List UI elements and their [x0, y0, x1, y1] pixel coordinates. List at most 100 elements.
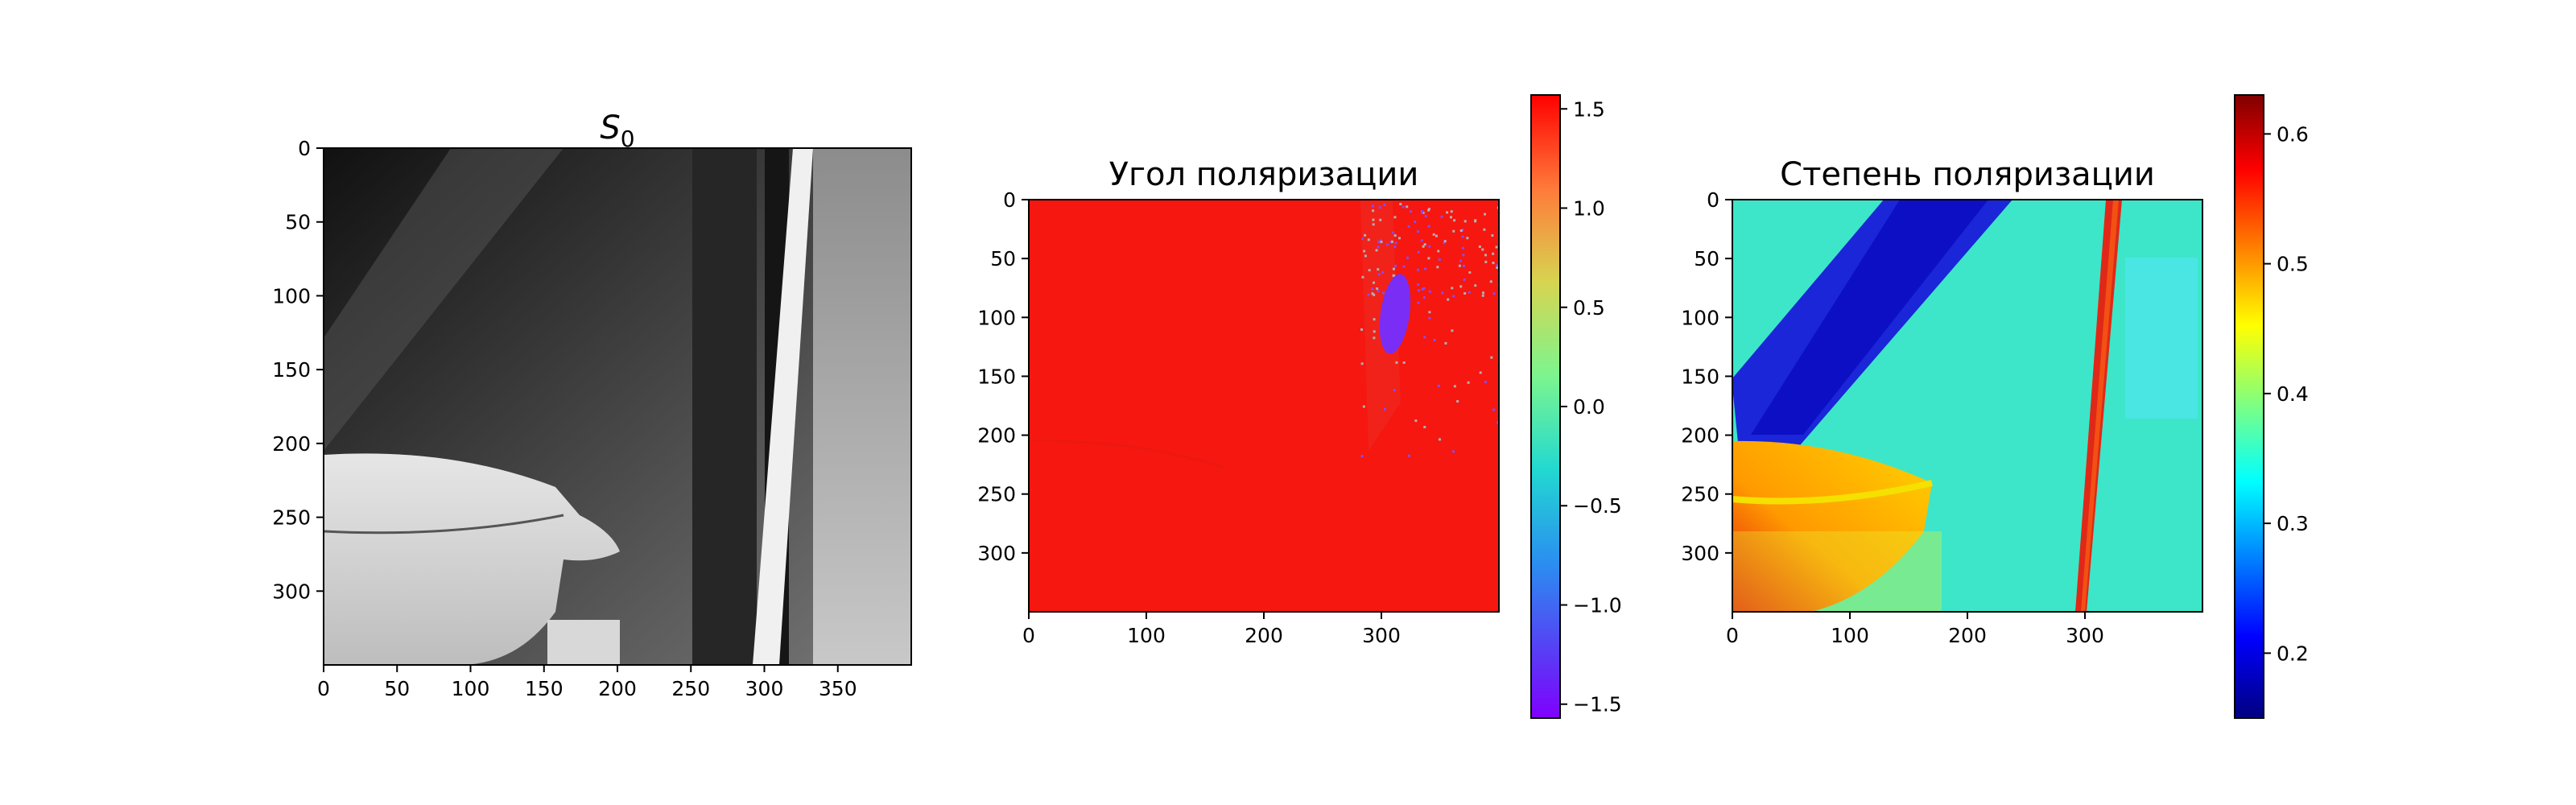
noise-dot	[1484, 213, 1487, 216]
noise-dot	[1424, 267, 1427, 270]
noise-dot	[1394, 264, 1397, 267]
noise-dot	[1437, 250, 1440, 253]
noise-dot	[1427, 257, 1430, 260]
x-tick-label: 300	[2066, 624, 2104, 647]
noise-dot	[1449, 216, 1452, 219]
noise-dot	[1406, 205, 1409, 208]
noise-dot	[1478, 245, 1481, 248]
noise-dot	[1361, 237, 1364, 241]
noise-dot	[1462, 246, 1465, 250]
x-tick-label: 100	[452, 677, 490, 700]
noise-dot	[1380, 239, 1383, 242]
noise-dot	[1459, 259, 1463, 262]
noise-dot	[1453, 385, 1456, 388]
noise-dot	[1360, 328, 1364, 331]
noise-dot	[1377, 289, 1380, 292]
noise-dot	[1390, 240, 1393, 243]
colorbar-tick-label: 0.3	[2277, 512, 2309, 535]
noise-dot	[1393, 234, 1397, 237]
noise-dot	[1451, 329, 1454, 332]
noise-dot	[1463, 220, 1467, 223]
degree-colorbar	[2234, 94, 2264, 719]
colorbar-tick-label: −0.5	[1573, 494, 1622, 518]
x-tick-label: 0	[317, 677, 330, 700]
noise-dot	[1393, 216, 1397, 219]
noise-dot	[1468, 270, 1472, 274]
noise-dot	[1447, 298, 1450, 301]
y-tick-label: 300	[977, 542, 1016, 565]
noise-dot	[1492, 292, 1496, 295]
panel-s0: 0 50 100 150 200 250 300 350050100150200250300 …	[272, 109, 912, 700]
x-tick-label: 0	[1022, 624, 1035, 647]
degree-image	[1732, 200, 2202, 612]
y-tick-label: 300	[272, 580, 311, 603]
noise-dot	[1361, 275, 1364, 279]
noise-dot	[1371, 292, 1374, 295]
degree-axes: 0 100 200 300 0 50 100 150 200 250 300	[1681, 188, 2104, 647]
noise-dot	[1362, 405, 1365, 408]
colorbar-tick-label: 1.0	[1573, 197, 1605, 221]
noise-dot	[1436, 266, 1439, 269]
noise-dot	[1367, 293, 1370, 296]
y-tick-label: 0	[1707, 188, 1719, 212]
noise-dot	[1451, 287, 1454, 290]
noise-dot	[1372, 218, 1375, 221]
noise-dot	[1392, 274, 1395, 277]
noise-dot	[1482, 291, 1485, 295]
noise-dot	[1423, 336, 1426, 339]
noise-dot	[1378, 206, 1381, 209]
noise-dot	[1446, 211, 1449, 214]
y-tick-label: 200	[272, 432, 311, 456]
noise-dot	[1393, 389, 1396, 392]
noise-dot	[1402, 361, 1406, 364]
noise-dot	[1452, 295, 1455, 298]
x-tick-label: 150	[525, 677, 564, 700]
noise-dot	[1372, 223, 1375, 226]
noise-dot	[1414, 419, 1418, 423]
noise-dot	[1397, 237, 1401, 240]
noise-dot	[1440, 215, 1443, 218]
y-tick-label: 100	[272, 284, 311, 308]
noise-dot	[1428, 245, 1431, 248]
y-tick-label: 200	[1681, 424, 1719, 448]
y-tick-label: 200	[977, 424, 1016, 448]
x-tick-label: 300	[1362, 624, 1401, 647]
noise-dot	[1371, 204, 1374, 208]
noise-dot	[1417, 283, 1420, 286]
noise-dot	[1373, 293, 1376, 296]
x-tick-label: 200	[1245, 624, 1283, 647]
noise-dot	[1381, 270, 1385, 274]
noise-dot	[1392, 231, 1395, 234]
noise-dot	[1491, 233, 1494, 237]
noise-dot	[1393, 246, 1397, 249]
colorbar-tick-label: 0.5	[1573, 296, 1605, 320]
y-tick-label: 100	[1681, 306, 1719, 329]
noise-dot	[1492, 252, 1495, 255]
noise-dot	[1433, 338, 1436, 341]
noise-dot	[1423, 426, 1426, 429]
x-tick-label: 50	[384, 677, 410, 700]
noise-dot	[1437, 384, 1440, 387]
noise-dot	[1367, 238, 1370, 242]
noise-dot	[1441, 291, 1444, 295]
noise-dot	[1427, 225, 1430, 228]
noise-dot	[1364, 254, 1367, 258]
noise-dot	[1380, 241, 1383, 244]
noise-dot	[1394, 242, 1397, 245]
noise-dot	[1422, 296, 1426, 299]
y-tick-label: 250	[977, 483, 1016, 506]
noise-dot	[1459, 285, 1463, 288]
y-tick-label: 150	[272, 358, 311, 382]
noise-dot	[1496, 206, 1499, 209]
noise-dot	[1395, 361, 1398, 364]
noise-dot	[1456, 400, 1459, 403]
noise-dot	[1458, 264, 1461, 267]
degree-colorbar-ticks: 0.6 0.5 0.4 0.3 0.2	[2264, 122, 2309, 665]
noise-dot	[1438, 438, 1441, 441]
noise-dot	[1373, 281, 1376, 284]
noise-dot	[1386, 243, 1389, 246]
noise-dot	[1379, 218, 1382, 221]
s0-title: S0	[600, 109, 634, 152]
noise-dot	[1483, 228, 1486, 231]
noise-dot	[1484, 381, 1488, 384]
